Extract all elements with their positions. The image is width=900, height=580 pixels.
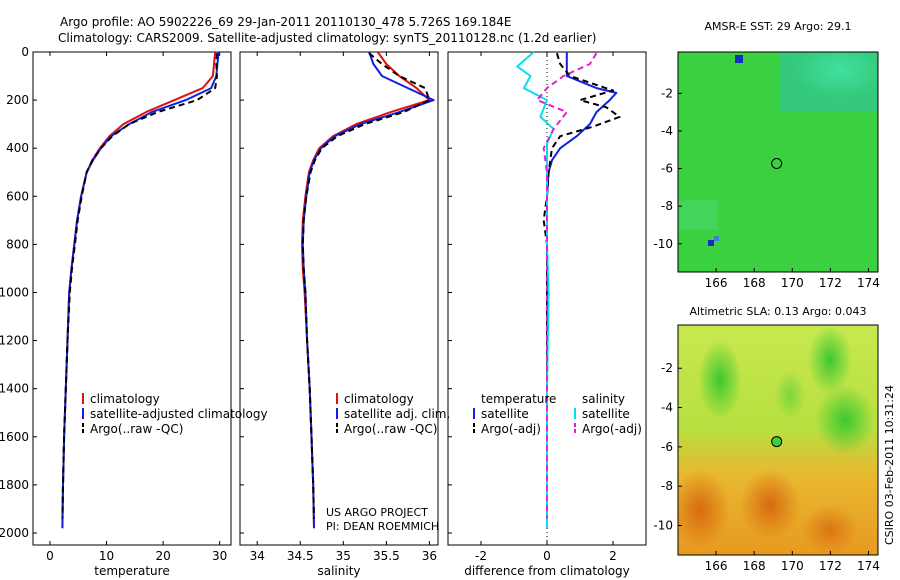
temperature-plot-frame <box>32 51 232 546</box>
sst-map-title: AMSR-E SST: 29 Argo: 29.1 <box>704 20 851 33</box>
figure-title-line1: Argo profile: AO 5902226_69 29-Jan-2011 … <box>60 15 512 29</box>
map-x-tick-label: 166 <box>705 276 728 290</box>
figure-title-line2: Climatology: CARS2009. Satellite-adjuste… <box>58 31 596 45</box>
map-x-tick-label: 174 <box>857 559 880 573</box>
legend-label-satellite-adjusted: satellite-adjusted climatology <box>90 407 268 421</box>
profile-series <box>61 51 621 529</box>
y-tick-label: 1800 <box>0 478 29 492</box>
legend-label-climatology: climatology <box>344 392 414 406</box>
axes-ticks: 0 10 20 30020040060080010001200140016001800… <box>0 45 617 563</box>
sst-heatmap <box>678 52 878 272</box>
map-y-tick-label: -6 <box>661 440 673 454</box>
y-tick-label: 200 <box>6 93 29 107</box>
x-tick-label: 34.5 <box>287 549 314 563</box>
sla-low-region <box>740 470 800 540</box>
argo-float-marker <box>771 436 783 448</box>
legend-label-temp-argo: Argo(-adj) <box>481 422 541 436</box>
y-tick-label: 1400 <box>0 382 29 396</box>
legend-label-sal-argo: Argo(-adj) <box>582 422 642 436</box>
sla-low-region <box>678 470 730 550</box>
sla-map-frame <box>677 324 879 556</box>
sst-map-frame <box>677 51 879 273</box>
series-line-argo-raw-qc- <box>301 52 431 519</box>
sla-low-region <box>802 505 858 555</box>
salinity-xlabel: salinity <box>317 564 360 578</box>
legend-label-climatology: climatology <box>90 392 160 406</box>
sla-high-region <box>808 325 852 395</box>
difference-xlabel: difference from climatology <box>464 564 630 578</box>
map-y-tick-label: -8 <box>661 479 673 493</box>
map-y-tick-label: -4 <box>661 124 673 138</box>
legend-label-satellite-adj: satellite adj. clim. <box>344 407 450 421</box>
map-x-tick-label: 166 <box>705 559 728 573</box>
series-line-argo-raw-qc- <box>61 53 218 519</box>
argo-float-marker <box>771 158 783 170</box>
map-y-tick-label: -6 <box>661 162 673 176</box>
map-x-tick-label: 170 <box>781 559 804 573</box>
map-x-tick-label: 168 <box>743 276 766 290</box>
map-axes: 166 168 170 172 174 -2 -4 -6 -8 -10 166 168 170 172 17… <box>653 86 880 573</box>
y-tick-label: 400 <box>6 141 29 155</box>
sst-cold-pixel <box>714 236 719 241</box>
difference-legend: temperature satellite Argo(-adj) salinit… <box>473 392 642 436</box>
map-y-tick-label: -2 <box>661 86 673 100</box>
x-tick-label: 35.5 <box>373 549 400 563</box>
sst-cold-pixel <box>735 55 743 63</box>
y-tick-label: 1600 <box>0 430 29 444</box>
sst-hotspot <box>795 52 878 98</box>
credit-line1: US ARGO PROJECT <box>326 506 428 519</box>
legend-label-sal-satellite: satellite <box>582 407 630 421</box>
map-y-tick-label: -8 <box>661 199 673 213</box>
sst-patch <box>678 200 718 230</box>
map-y-tick-label: -2 <box>661 361 673 375</box>
temperature-xlabel: temperature <box>94 564 169 578</box>
x-tick-label: 20 <box>155 549 170 563</box>
legend-title-salinity: salinity <box>582 392 625 406</box>
x-tick-label: 36 <box>422 549 437 563</box>
x-tick-label: 0 <box>543 549 551 563</box>
map-y-tick-label: -4 <box>661 401 673 415</box>
map-x-tick-label: 168 <box>743 559 766 573</box>
salinity-legend: climatology satellite adj. clim. Argo(..… <box>336 392 450 436</box>
credit-line2: PI: DEAN ROEMMICH <box>326 520 439 533</box>
temperature-legend: climatology satellite-adjusted climatolo… <box>82 392 268 436</box>
map-x-tick-label: 170 <box>781 276 804 290</box>
sla-high-region <box>815 385 875 455</box>
y-tick-label: 1200 <box>0 334 29 348</box>
legend-label-argo: Argo(..raw -QC) <box>90 422 183 436</box>
x-tick-label: 30 <box>212 549 227 563</box>
legend-label-temp-satellite: satellite <box>481 407 529 421</box>
x-tick-label: 2 <box>609 549 617 563</box>
x-tick-label: 35 <box>336 549 351 563</box>
x-tick-label: -2 <box>475 549 487 563</box>
sla-map-title: Altimetric SLA: 0.13 Argo: 0.043 <box>689 305 866 318</box>
sst-cold-pixel <box>708 240 714 246</box>
map-x-tick-label: 172 <box>819 276 842 290</box>
legend-label-argo: Argo(..raw -QC) <box>344 422 437 436</box>
y-tick-label: 0 <box>21 45 29 59</box>
sla-high-region <box>774 370 806 420</box>
y-tick-label: 800 <box>6 237 29 251</box>
map-x-tick-label: 174 <box>857 276 880 290</box>
x-tick-label: 10 <box>99 549 114 563</box>
y-tick-label: 600 <box>6 189 29 203</box>
sla-high-region <box>698 340 742 420</box>
y-tick-label: 1000 <box>0 285 29 299</box>
timestamp-vertical: CSIRO 03-Feb-2011 10:31:24 <box>883 385 896 545</box>
salinity-plot-frame <box>239 51 439 546</box>
legend-title-temperature: temperature <box>481 392 556 406</box>
map-x-tick-label: 172 <box>819 559 842 573</box>
x-tick-label: 0 <box>46 549 54 563</box>
x-tick-label: 34 <box>250 549 265 563</box>
series-line-salinity-argo-adj- <box>536 52 598 519</box>
y-tick-label: 2000 <box>0 526 29 540</box>
map-y-tick-label: -10 <box>653 519 673 533</box>
map-y-tick-label: -10 <box>653 237 673 251</box>
